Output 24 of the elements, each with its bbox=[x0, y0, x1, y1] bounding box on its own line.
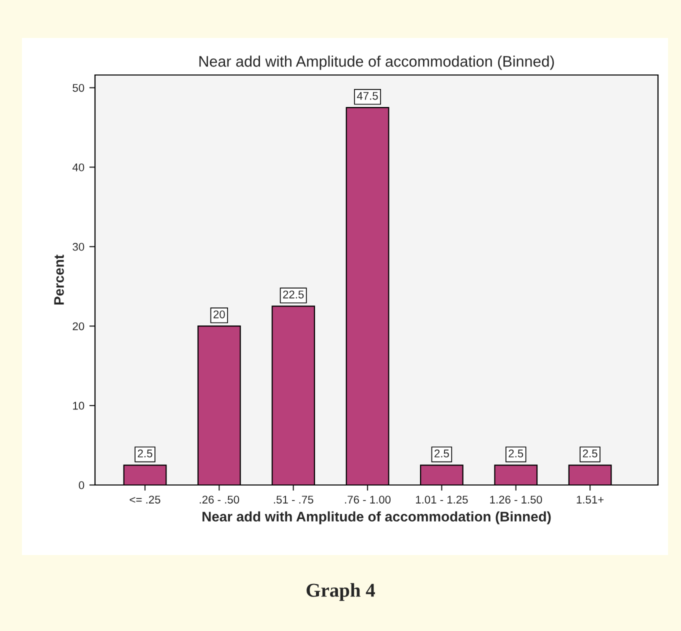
data-label: 2.5 bbox=[508, 450, 524, 458]
data-label: 20 bbox=[214, 310, 225, 318]
x-axis-title: Near add with Amplitude of accommodation (Binned) bbox=[202, 511, 551, 524]
data-label: 2.5 bbox=[138, 450, 152, 458]
y-tick-label: 10 bbox=[73, 402, 84, 410]
data-label: 47.5 bbox=[356, 92, 378, 100]
x-tick-label: 1.01 - 1.25 bbox=[416, 496, 468, 504]
caption: Graph 4 bbox=[306, 583, 375, 601]
x-tick-label: <= .25 bbox=[130, 496, 160, 504]
chart-title: Near add with Amplitude of accommodation (Binned) bbox=[199, 56, 554, 70]
y-tick-label: 0 bbox=[78, 481, 84, 490]
y-tick-label: 50 bbox=[72, 84, 84, 92]
y-tick-label: 20 bbox=[72, 322, 84, 330]
x-tick-label: 1.51+ bbox=[576, 496, 604, 504]
x-tick-label: 1.26 - 1.50 bbox=[490, 496, 542, 504]
data-label: 2.5 bbox=[582, 450, 598, 458]
x-tick-label: .51 - .75 bbox=[274, 496, 314, 504]
data-label: 2.5 bbox=[434, 450, 449, 458]
x-tick-label: .26 - .50 bbox=[200, 496, 240, 504]
data-label: 22.5 bbox=[283, 290, 304, 298]
x-tick-label: .76 - 1.00 bbox=[345, 496, 391, 504]
y-axis-title: Percent bbox=[54, 254, 64, 305]
y-tick-label: 40 bbox=[72, 163, 84, 172]
y-tick-label: 30 bbox=[72, 242, 84, 251]
